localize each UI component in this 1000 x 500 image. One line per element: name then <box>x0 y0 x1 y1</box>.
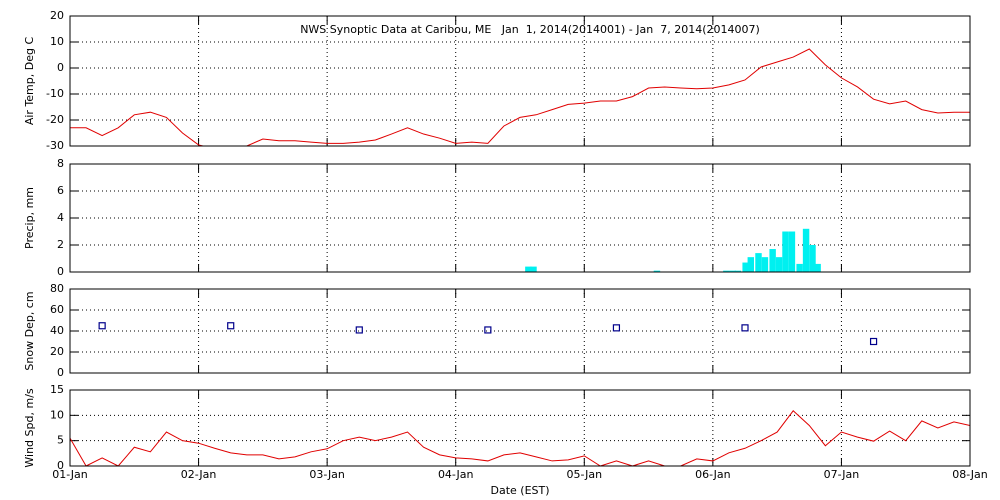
point <box>612 324 621 332</box>
bar <box>734 270 742 272</box>
bar <box>729 270 736 272</box>
y-tick-label: 0 <box>57 366 64 379</box>
bar <box>788 231 796 272</box>
bar <box>747 257 754 272</box>
y-tick-label: 4 <box>57 211 64 224</box>
x-tick-label: 08-Jan <box>952 468 988 481</box>
y-tick-label: 60 <box>50 303 64 316</box>
bar <box>802 228 810 272</box>
bar <box>761 257 769 272</box>
data-line <box>70 48 970 146</box>
plot-area <box>98 322 878 346</box>
point <box>98 322 106 330</box>
y-tick-label: -30 <box>46 139 64 152</box>
point <box>484 326 492 334</box>
x-tick-label: 07-Jan <box>824 468 860 481</box>
x-tick-label: 06-Jan <box>695 468 731 481</box>
plot-area <box>525 228 821 272</box>
y-tick-label: 8 <box>57 157 64 170</box>
bar <box>782 231 789 272</box>
x-tick-label: 01-Jan <box>52 468 88 481</box>
y-axis-label: Wind Spd, m/s <box>23 388 36 468</box>
plot-frame <box>69 15 971 147</box>
bar <box>814 263 821 272</box>
bar <box>742 262 749 272</box>
bar <box>530 266 537 272</box>
plot-area <box>70 48 970 146</box>
y-tick-label: 0 <box>57 265 64 278</box>
y-axis-label: Snow Dep, cm <box>23 291 36 370</box>
bar <box>525 266 532 272</box>
y-tick-label: 10 <box>50 408 64 421</box>
y-tick-label: 15 <box>50 383 64 396</box>
plot-frame <box>69 389 971 467</box>
data-line <box>70 410 970 466</box>
point <box>869 337 878 346</box>
y-tick-label: 20 <box>50 345 64 358</box>
bar <box>769 249 776 272</box>
x-tick-label: 04-Jan <box>438 468 474 481</box>
y-tick-label: 5 <box>57 434 64 447</box>
y-tick-label: -20 <box>46 113 64 126</box>
bar <box>796 263 803 272</box>
x-tick-label: 03-Jan <box>309 468 345 481</box>
bar <box>809 245 816 272</box>
y-tick-label: -10 <box>46 87 64 100</box>
bar <box>653 270 661 272</box>
x-tick-label: 05-Jan <box>567 468 603 481</box>
point <box>355 326 363 334</box>
y-tick-label: 10 <box>50 35 64 48</box>
y-tick-label: 80 <box>50 282 64 295</box>
point <box>741 324 749 332</box>
y-tick-label: 0 <box>57 61 64 74</box>
y-tick-label: 40 <box>50 324 64 337</box>
y-tick-label: 20 <box>50 9 64 22</box>
y-tick-label: 0 <box>57 459 64 472</box>
bar <box>755 253 762 272</box>
y-tick-label: 6 <box>57 184 64 197</box>
bar <box>723 270 730 272</box>
plot-frame <box>69 288 971 374</box>
point <box>227 322 235 330</box>
bar <box>775 257 783 272</box>
y-axis-label: Precip, mm <box>23 187 36 249</box>
x-tick-label: 02-Jan <box>181 468 217 481</box>
x-axis-label: Date (EST) <box>490 484 549 497</box>
plot-area <box>70 410 970 466</box>
chart-title: NWS Synoptic Data at Caribou, ME Jan 1, … <box>300 23 760 36</box>
y-tick-label: 2 <box>57 238 64 251</box>
plot-frame <box>69 163 971 273</box>
y-axis-label: Air Temp, Deg C <box>23 37 36 126</box>
